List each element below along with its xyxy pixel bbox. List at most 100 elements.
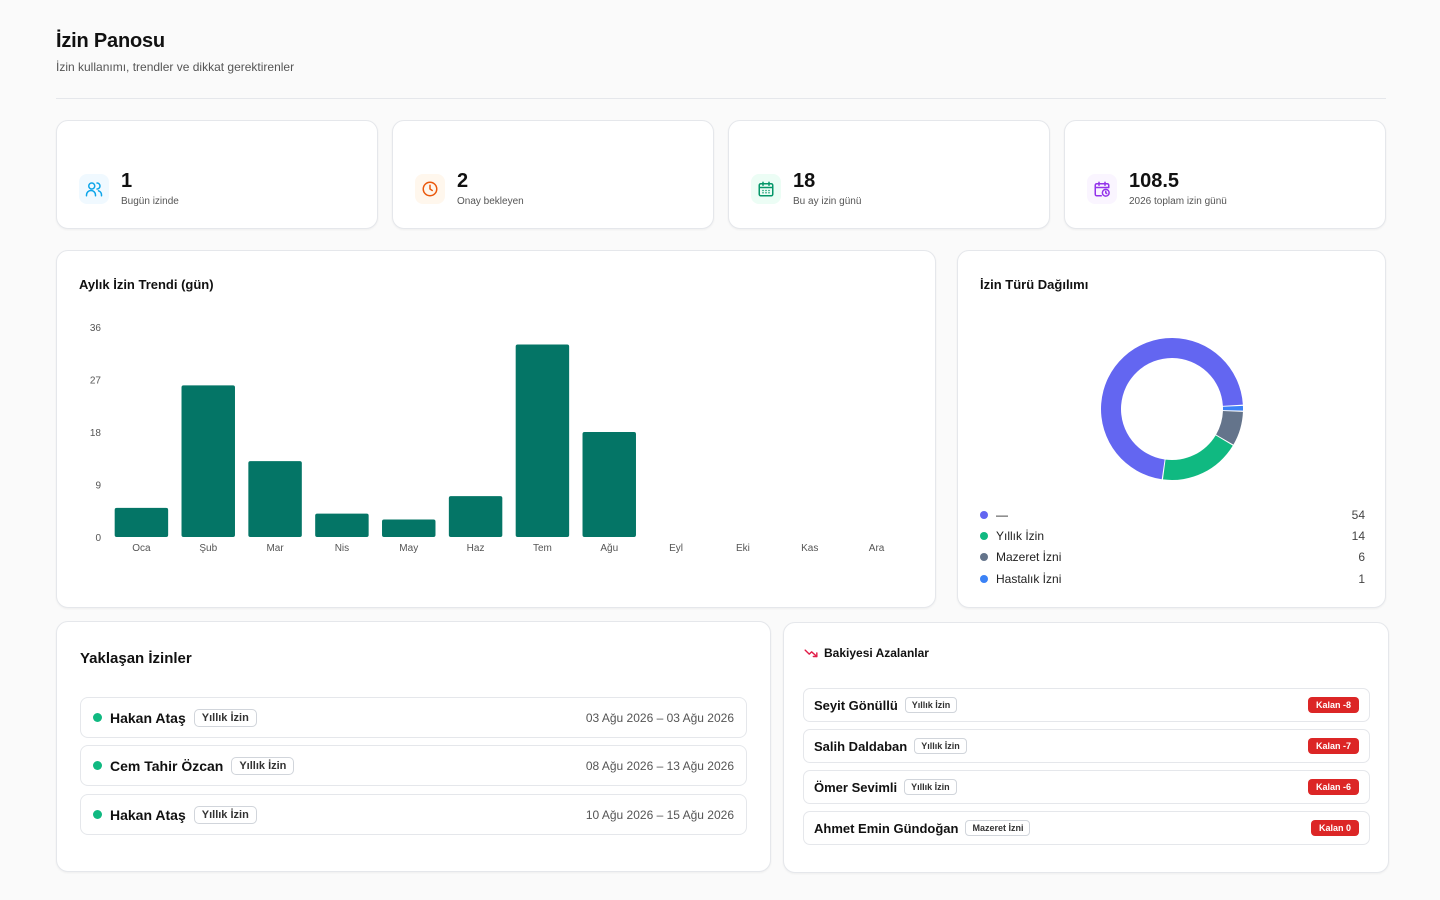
x-tick-label: Nis (335, 543, 349, 554)
x-tick-label: Ara (869, 543, 885, 554)
donut-slice (1216, 411, 1243, 445)
remaining-badge: Kalan -8 (1307, 697, 1359, 713)
upcoming-leave-row[interactable]: Hakan Ataş Yıllık İzin 10 Ağu 2026 – 15 … (80, 794, 747, 835)
remaining-badge: Kalan -6 (1307, 779, 1359, 795)
x-tick-label: Haz (467, 543, 485, 554)
legend-swatch (980, 531, 988, 540)
kpi-card-on-leave-today: 1 Bugün izinde (56, 120, 378, 229)
remaining-badge: Kalan 0 (1310, 820, 1359, 836)
leave-type-tag: Yıllık İzin (231, 756, 295, 775)
monthly-trend-chart: 0 9 18 27 36 Oca Şub Mar Nis May Haz Tem Ağu Eyl Eki Ka… (90, 323, 885, 554)
monthly-trend-title: Aylık İzin Trendi (gün) (79, 277, 214, 292)
legend-value: 14 (1351, 528, 1365, 543)
leave-type-card: İzin Türü Dağılımı — 54 Yıllık İzin 14 Mazer… (957, 250, 1386, 608)
bar-Nis (315, 513, 369, 537)
bar-Şub (181, 385, 235, 537)
calendar-icon (751, 174, 781, 204)
leave-dates: 10 Ağu 2026 – 15 Ağu 2026 (585, 807, 734, 822)
x-tick-label: Mar (266, 543, 284, 554)
kpi-card-year-total: 108.5 2026 toplam izin günü (1064, 120, 1386, 229)
employee-name: Hakan Ataş (110, 806, 186, 823)
monthly-trend-card: Aylık İzin Trendi (gün) 0 9 18 27 36 Oca Şub Ma… (56, 250, 936, 608)
upcoming-leaves-card: Yaklaşan İzinler Hakan Ataş Yıllık İzin … (56, 621, 771, 872)
x-tick-label: Kas (801, 543, 818, 554)
y-tick-label: 36 (90, 323, 102, 334)
employee-name: Cem Tahir Özcan (110, 757, 224, 774)
kpi-label: Bugün izinde (121, 196, 179, 207)
employee-name: Ahmet Emin Gündoğan (814, 820, 959, 836)
kpi-value: 2 (457, 170, 469, 192)
low-balance-row[interactable]: Ömer Sevimli Yıllık İzin Kalan -6 (803, 770, 1370, 804)
status-dot (93, 713, 102, 722)
clock-icon (415, 174, 445, 204)
legend-value: 1 (1358, 571, 1365, 586)
donut-slice (1222, 405, 1243, 411)
bar-Oca (114, 507, 169, 537)
y-tick-label: 18 (90, 428, 102, 439)
users-icon (79, 174, 109, 204)
calendar-clock-icon (1087, 174, 1117, 204)
low-balance-row[interactable]: Salih Daldaban Yıllık İzin Kalan -7 (803, 729, 1370, 763)
kpi-value: 108.5 (1129, 170, 1180, 192)
legend-swatch (980, 510, 988, 519)
legend-value: 54 (1351, 507, 1365, 522)
legend-item: Mazeret İzni 6 (980, 547, 1365, 568)
kpi-card-month-days: 18 Bu ay izin günü (728, 120, 1050, 229)
page-title: İzin Panosu (56, 30, 165, 52)
legend-value: 6 (1358, 550, 1365, 565)
remaining-badge: Kalan -7 (1307, 738, 1359, 754)
upcoming-leave-row[interactable]: Cem Tahir Özcan Yıllık İzin 08 Ağu 2026 … (80, 745, 747, 786)
low-balance-card: Bakiyesi Azalanlar Seyit Gönüllü Yıllık … (783, 622, 1389, 873)
status-dot (93, 810, 102, 819)
legend-label: — (996, 507, 1008, 522)
low-balance-row[interactable]: Seyit Gönüllü Yıllık İzin Kalan -8 (803, 688, 1370, 722)
leave-type-tag: Mazeret İzni (965, 820, 1031, 836)
donut-slice (1162, 435, 1233, 480)
low-balance-row[interactable]: Ahmet Emin Gündoğan Mazeret İzni Kalan 0 (803, 811, 1370, 845)
legend-label: Hastalık İzni (996, 571, 1062, 586)
x-tick-label: Eki (736, 543, 750, 554)
leave-dates: 03 Ağu 2026 – 03 Ağu 2026 (585, 710, 734, 725)
leave-type-title: İzin Türü Dağılımı (980, 277, 1089, 292)
legend-item: Yıllık İzin 14 (980, 525, 1365, 546)
legend-item: — 54 (980, 504, 1365, 525)
bar-Tem (515, 344, 570, 537)
x-tick-label: May (399, 543, 418, 554)
x-tick-label: Ağu (600, 543, 618, 554)
legend-label: Mazeret İzni (996, 550, 1062, 565)
leave-dates: 08 Ağu 2026 – 13 Ağu 2026 (585, 758, 734, 773)
bar-May (382, 519, 436, 537)
page-subtitle: İzin kullanımı, trendler ve dikkat gerek… (56, 60, 295, 74)
leave-type-tag: Yıllık İzin (904, 779, 957, 795)
legend-swatch (980, 553, 988, 562)
employee-name: Salih Daldaban (814, 738, 908, 754)
bar-Mar (248, 461, 302, 537)
kpi-card-pending-approval: 2 Onay bekleyen (392, 120, 714, 229)
low-balance-header: Bakiyesi Azalanlar (804, 646, 929, 660)
kpi-value: 18 (793, 170, 816, 192)
leave-type-tag: Yıllık İzin (914, 738, 967, 754)
bar-Haz (448, 496, 503, 537)
status-dot (93, 761, 102, 770)
x-tick-label: Tem (533, 543, 552, 554)
trending-down-icon (804, 646, 818, 660)
y-tick-label: 27 (90, 376, 102, 387)
bar-Ağu (582, 432, 636, 537)
employee-name: Ömer Sevimli (814, 779, 898, 795)
leave-type-tag: Yıllık İzin (193, 708, 257, 727)
leave-type-tag: Yıllık İzin (904, 697, 958, 713)
legend-item: Hastalık İzni 1 (980, 568, 1365, 589)
y-tick-label: 9 (95, 481, 101, 492)
leave-type-legend: — 54 Yıllık İzin 14 Mazeret İzni 6 Hastalık İz… (980, 504, 1365, 589)
x-tick-label: Oca (132, 543, 151, 554)
y-tick-label: 0 (95, 533, 101, 544)
legend-label: Yıllık İzin (996, 528, 1045, 543)
kpi-label: Onay bekleyen (457, 196, 524, 207)
upcoming-leaves-title: Yaklaşan İzinler (80, 650, 192, 667)
legend-swatch (980, 574, 988, 583)
low-balance-title: Bakiyesi Azalanlar (824, 646, 929, 660)
upcoming-leave-row[interactable]: Hakan Ataş Yıllık İzin 03 Ağu 2026 – 03 … (80, 697, 747, 738)
x-tick-label: Şub (199, 543, 217, 554)
x-tick-label: Eyl (669, 543, 683, 554)
leave-type-tag: Yıllık İzin (193, 805, 257, 824)
